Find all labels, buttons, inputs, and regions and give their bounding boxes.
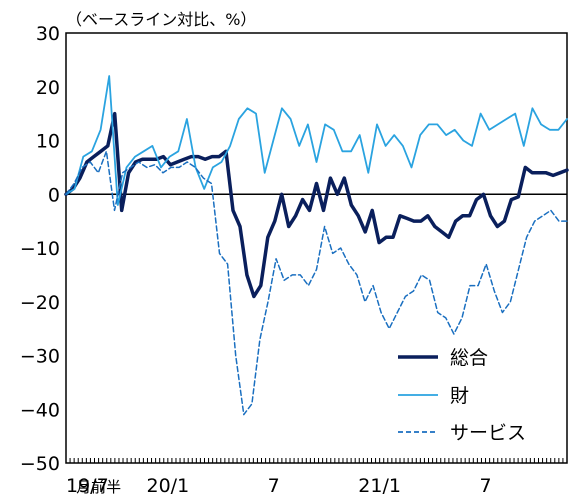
y-tick-label: 30 xyxy=(36,23,60,45)
y-tick-label: 20 xyxy=(36,77,60,99)
legend-label-1: 総合 xyxy=(450,347,488,369)
y-tick-label: −40 xyxy=(20,399,60,421)
x-tick-label: 7 xyxy=(268,475,280,497)
plot-frame xyxy=(65,32,568,464)
x-tick-label: 19/7 xyxy=(66,475,109,497)
y-tick-label: 10 xyxy=(36,131,60,153)
x-tick-label: 月前半 xyxy=(76,478,121,496)
legend-label-2: 財 xyxy=(450,385,469,407)
y-tick-label: −10 xyxy=(20,238,60,260)
series-line-2 xyxy=(65,75,568,206)
series-line-1 xyxy=(64,111,569,299)
legend-label-3: サービス xyxy=(450,422,526,444)
unit-label: （ベースライン対比、%） xyxy=(66,10,257,29)
x-tick-label: 7 xyxy=(479,475,491,497)
y-tick-label: −30 xyxy=(20,346,60,368)
x-tick-label: 21/1 xyxy=(358,475,401,497)
x-tick-label: 20/1 xyxy=(146,475,189,497)
y-tick-label: −50 xyxy=(20,453,60,475)
series-line-3 xyxy=(65,150,568,416)
y-tick-label: −20 xyxy=(20,292,60,314)
y-tick-label: 0 xyxy=(48,184,60,206)
